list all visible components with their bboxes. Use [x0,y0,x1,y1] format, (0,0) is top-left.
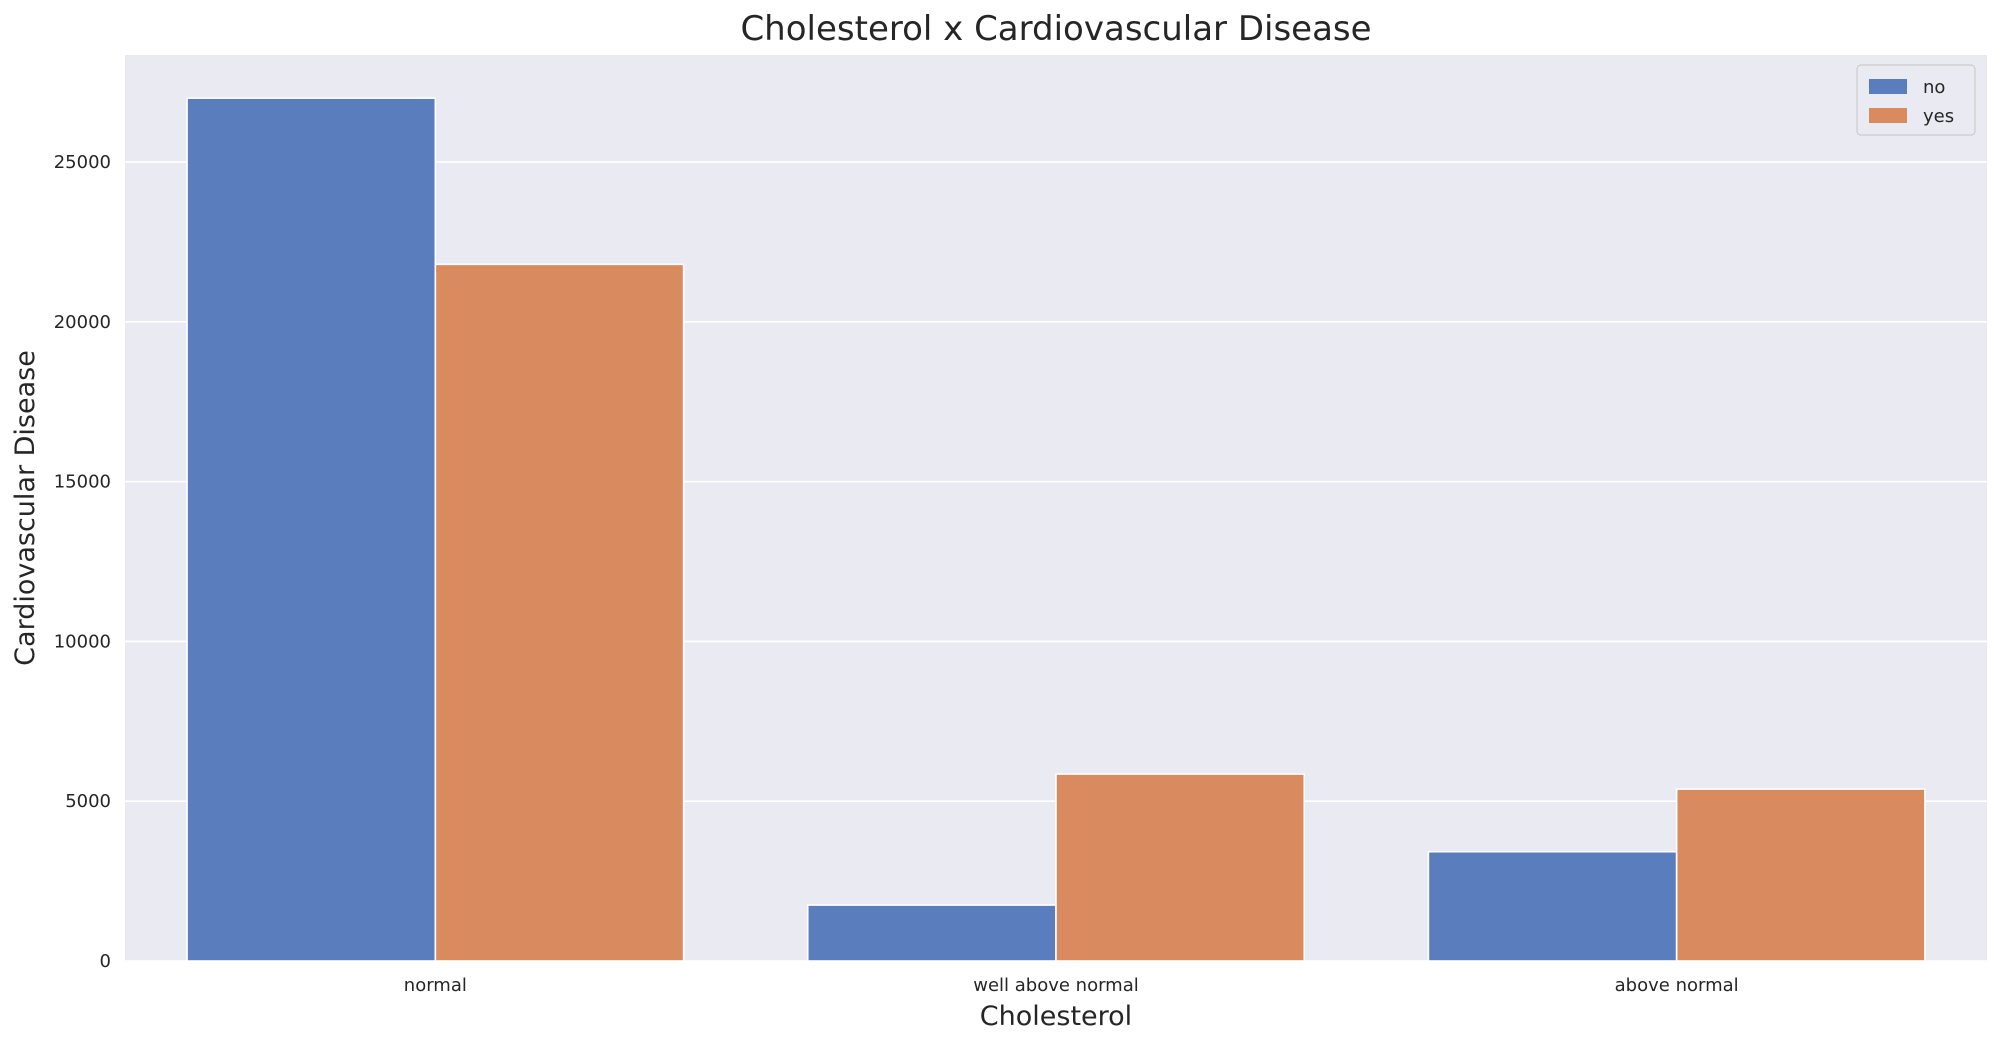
y-tick-label: 5000 [65,791,111,812]
y-tick-label: 10000 [54,631,111,652]
y-tick-label: 25000 [54,152,111,173]
bars [186,97,1926,962]
bar-no-0 [186,97,437,962]
y-tick-label: 20000 [54,312,111,333]
y-tick-labels: 0 5000 10000 15000 20000 25000 [54,152,111,972]
legend-swatch-no [1869,79,1907,94]
y-tick-label: 0 [100,951,111,972]
chart-title: Cholesterol x Cardiovascular Disease [740,9,1371,49]
legend-label-no: no [1923,77,1945,98]
bar-no-2 [1427,850,1678,962]
y-tick-label: 15000 [54,472,111,493]
bar-yes-0 [434,263,685,962]
bar-yes-2 [1675,788,1926,962]
legend-swatch-yes [1869,108,1907,123]
bar-no-1 [806,904,1057,962]
x-axis-label: Cholesterol [980,1001,1132,1032]
bar-yes-1 [1055,773,1306,962]
y-axis-label: Cardiovascular Disease [10,350,41,666]
x-tick-label: normal [404,975,467,996]
legend-box [1856,64,1976,136]
legend: no yes [1856,64,1976,136]
x-tick-label: well above normal [973,975,1139,996]
x-tick-labels: normal well above normal above normal [404,975,1739,996]
x-tick-label: above normal [1615,975,1739,996]
legend-label-yes: yes [1923,106,1954,127]
